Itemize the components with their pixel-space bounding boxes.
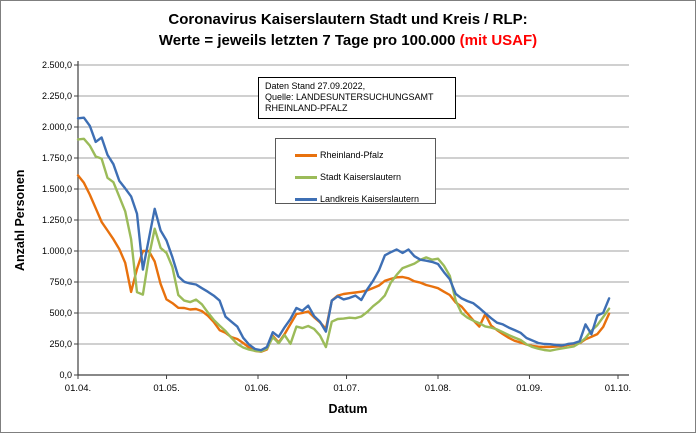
x-tick-label: 01.04. [65,383,91,394]
y-tick-label: 1.500,0 [42,184,72,194]
y-tick-label: 1.000,0 [42,246,72,256]
x-tick-label: 01.05. [153,383,179,394]
chart-title-line2-main: Werte = jeweils letzten 7 Tage pro 100.0… [158,32,460,49]
x-tick-label: 01.08. [425,383,451,394]
legend-item-landkreis-kaiserslautern: Landkreis Kaiserslautern [276,188,435,210]
chart-title-usaf-note: (mit USAF) [459,32,538,49]
legend-item-rheinland-pfalz: Rheinland-Pfalz [276,144,435,166]
x-tick-label: 01.10. [605,383,631,394]
y-tick-label: 1.250,0 [42,215,72,225]
legend-line-swatch-blue [295,197,317,201]
legend-line-swatch-orange [295,153,317,157]
y-tick-label: 250,0 [49,339,72,349]
x-tick-label: 01.06. [245,383,271,394]
data-stand-line: Daten Stand 27.09.2022, [265,81,366,91]
y-tick-label: 750,0 [49,277,72,287]
y-axis-title: Anzahl Personen [13,169,27,271]
chart-title-line2: Werte = jeweils letzten 7 Tage pro 100.0… [0,30,696,51]
source-line: Quelle: LANDESUNTERSUCHUNGSAMT [265,92,434,102]
series-line-stadt-kaiserslautern [76,137,611,353]
series-line-rheinland-pfalz [76,174,611,353]
y-tick-label: 2.000,0 [42,122,72,132]
chart-title: Coronavirus Kaiserslautern Stadt und Kre… [0,9,696,51]
legend-item-stadt-kaiserslautern: Stadt Kaiserslautern [276,166,435,188]
x-axis-title: Datum [328,402,368,416]
legend-label: Rheinland-Pfalz [320,150,384,160]
legend-label: Stadt Kaiserslautern [320,172,402,182]
y-tick-label: 2.250,0 [42,91,72,101]
y-tick-label: 1.750,0 [42,153,72,163]
legend-label: Landkreis Kaiserslautern [320,194,420,204]
data-source-annotation-box: Daten Stand 27.09.2022, Quelle: LANDESUN… [258,77,456,119]
x-tick-label: 01.09. [516,383,542,394]
chart-title-line1: Coronavirus Kaiserslautern Stadt und Kre… [168,11,528,28]
legend: Rheinland-Pfalz Stadt Kaiserslautern Lan… [275,138,436,204]
source-line2: RHEINLAND-PFALZ [265,103,348,113]
y-tick-label: 0,0 [59,370,72,380]
x-tick-label: 01.07. [333,383,359,394]
legend-line-swatch-green [295,175,317,179]
series-line-landkreis-kaiserslautern [76,116,611,352]
y-tick-label: 500,0 [49,308,72,318]
y-tick-label: 2.500,0 [42,60,72,70]
